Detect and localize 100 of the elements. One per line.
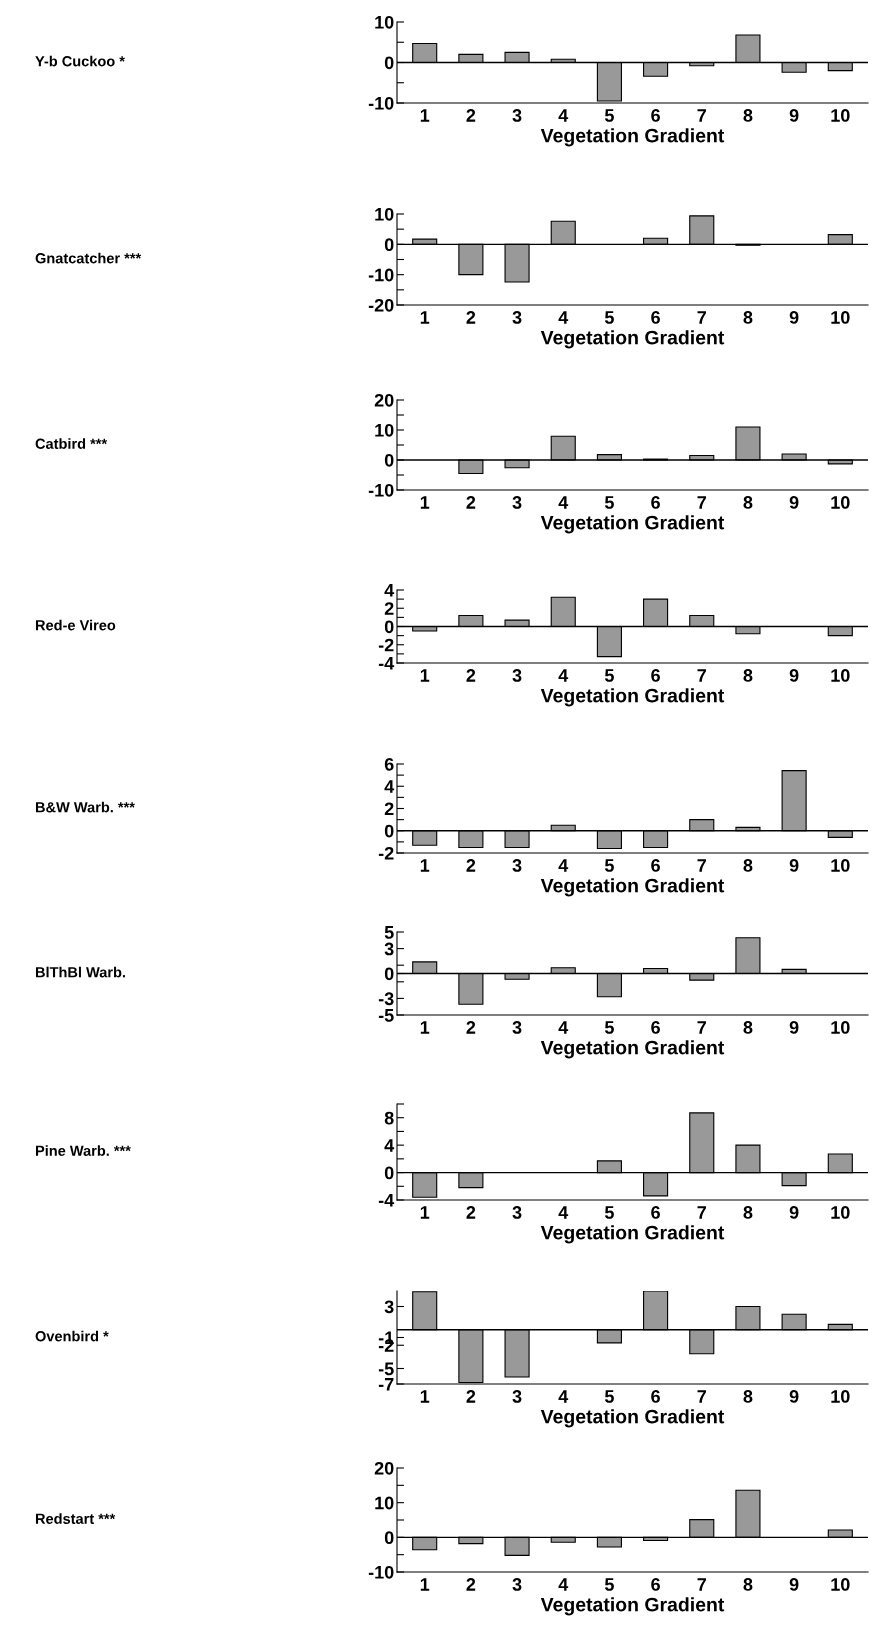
x-tick-label: 4 [558,109,569,122]
x-tick-label: 8 [743,859,753,872]
x-tick-label: 2 [466,669,476,682]
x-tick-label: 9 [789,669,799,682]
x-tick-label: 3 [512,496,522,509]
x-tick-label: 10 [831,496,850,509]
x-axis-title: Vegetation Gradient [540,1040,725,1059]
x-tick-label: 7 [697,859,706,872]
y-tick-label: 0 [384,453,394,467]
y-tick-label: 0 [384,967,394,981]
y-tick-label: -4 [378,657,395,670]
x-tick-label: 7 [697,1021,706,1034]
x-axis-title: Vegetation Gradient [540,1597,725,1616]
y-tick-label: 5 [384,926,394,939]
x-tick-label: 3 [512,859,522,872]
x-tick-label: 8 [743,311,753,324]
y-tick-label: 0 [384,238,394,252]
x-tick-label: 6 [651,311,660,324]
x-tick-label: 5 [604,1390,614,1403]
x-tick-label: 6 [651,859,660,872]
x-tick-label: 4 [558,669,569,682]
x-tick-label: 4 [558,1206,569,1219]
x-tick-label: 3 [512,1206,522,1219]
y-tick-label: 2 [384,602,394,615]
x-tick-label: 9 [789,1578,799,1591]
x-axis-title: Vegetation Gradient [540,1409,725,1428]
x-tick-label: 6 [651,1206,660,1219]
x-tick-label: 9 [789,1206,799,1219]
x-tick-label: 4 [558,1578,569,1591]
x-tick-label: 1 [420,496,430,509]
y-tick-label: 8 [384,1111,394,1125]
y-axis-title: B&W Warb. *** [35,801,135,813]
x-tick-label: 4 [558,1390,569,1403]
x-tick-label: 9 [789,1021,799,1034]
y-tick-label: 10 [375,1496,394,1510]
y-tick-label: 6 [384,757,394,771]
x-tick-label: 4 [558,1021,569,1034]
x-tick-label: 1 [420,1390,430,1403]
y-tick-label: -10 [368,1565,394,1579]
y-tick-label: -7 [378,1378,394,1391]
x-tick-label: 8 [743,1390,753,1403]
y-tick-label: -5 [378,1009,394,1022]
x-tick-label: 9 [789,109,799,122]
x-tick-label: 1 [420,1578,430,1591]
x-tick-label: 2 [466,1021,476,1034]
y-tick-label: 0 [384,620,394,634]
x-tick-label: 5 [604,859,614,872]
y-axis-title: Y-b Cuckoo * [35,55,125,67]
y-tick-label: 2 [384,802,394,816]
x-tick-label: 10 [831,1390,850,1403]
x-tick-label: 5 [604,496,614,509]
x-tick-label: 9 [789,496,799,509]
x-tick-label: 10 [831,1021,850,1034]
x-tick-label: 6 [651,1390,660,1403]
x-tick-label: 10 [831,311,850,324]
x-tick-label: 7 [697,1206,706,1219]
y-tick-label: 4 [384,1139,395,1152]
x-tick-label: 8 [743,496,753,509]
x-tick-label: 1 [420,1206,430,1219]
x-tick-label: 3 [512,311,522,324]
x-tick-label: 7 [697,1578,706,1591]
x-axis-title: Vegetation Gradient [540,878,725,897]
x-tick-label: 4 [558,496,569,509]
y-tick-label: 3 [384,1300,394,1314]
x-tick-label: 9 [789,859,799,872]
x-tick-label: 7 [697,109,706,122]
y-tick-label: -2 [378,638,394,652]
y-axis-title: Red-e Vireo [35,619,116,631]
y-tick-label: 10 [375,423,394,437]
y-axis-title: Catbird *** [35,438,108,449]
x-tick-label: 3 [512,109,522,122]
x-tick-label: 10 [831,1206,850,1219]
y-tick-label: 10 [375,15,394,29]
y-tick-label: 4 [384,780,395,793]
x-tick-label: 9 [789,311,799,324]
x-tick-label: 3 [512,1578,522,1591]
x-tick-label: 8 [743,1206,753,1219]
x-tick-label: 9 [789,1390,799,1403]
y-axis-title: Gnatcatcher *** [35,252,142,264]
y-tick-label: 10 [375,207,394,221]
x-tick-label: 4 [558,859,569,872]
x-tick-label: 3 [512,669,522,682]
y-tick-label: 0 [384,56,394,70]
x-tick-label: 5 [604,669,614,682]
y-tick-label: -5 [378,1362,394,1376]
y-axis-title: Redstart *** [35,1513,116,1524]
x-tick-label: 1 [420,669,430,682]
x-axis-title: Vegetation Gradient [540,688,725,707]
y-tick-label: 0 [384,1531,394,1545]
x-axis-title: Vegetation Gradient [540,515,725,534]
y-axis-title: Pine Warb. *** [35,1145,131,1156]
x-tick-label: 1 [420,109,430,122]
x-tick-label: 8 [743,669,753,682]
x-tick-label: 5 [604,1578,614,1591]
y-tick-label: -3 [378,992,394,1006]
y-tick-label: -4 [378,1194,395,1207]
x-axis-title: Vegetation Gradient [540,1225,725,1244]
x-tick-label: 8 [743,109,753,122]
y-tick-label: -10 [368,96,394,110]
y-tick-label: 3 [384,942,394,956]
